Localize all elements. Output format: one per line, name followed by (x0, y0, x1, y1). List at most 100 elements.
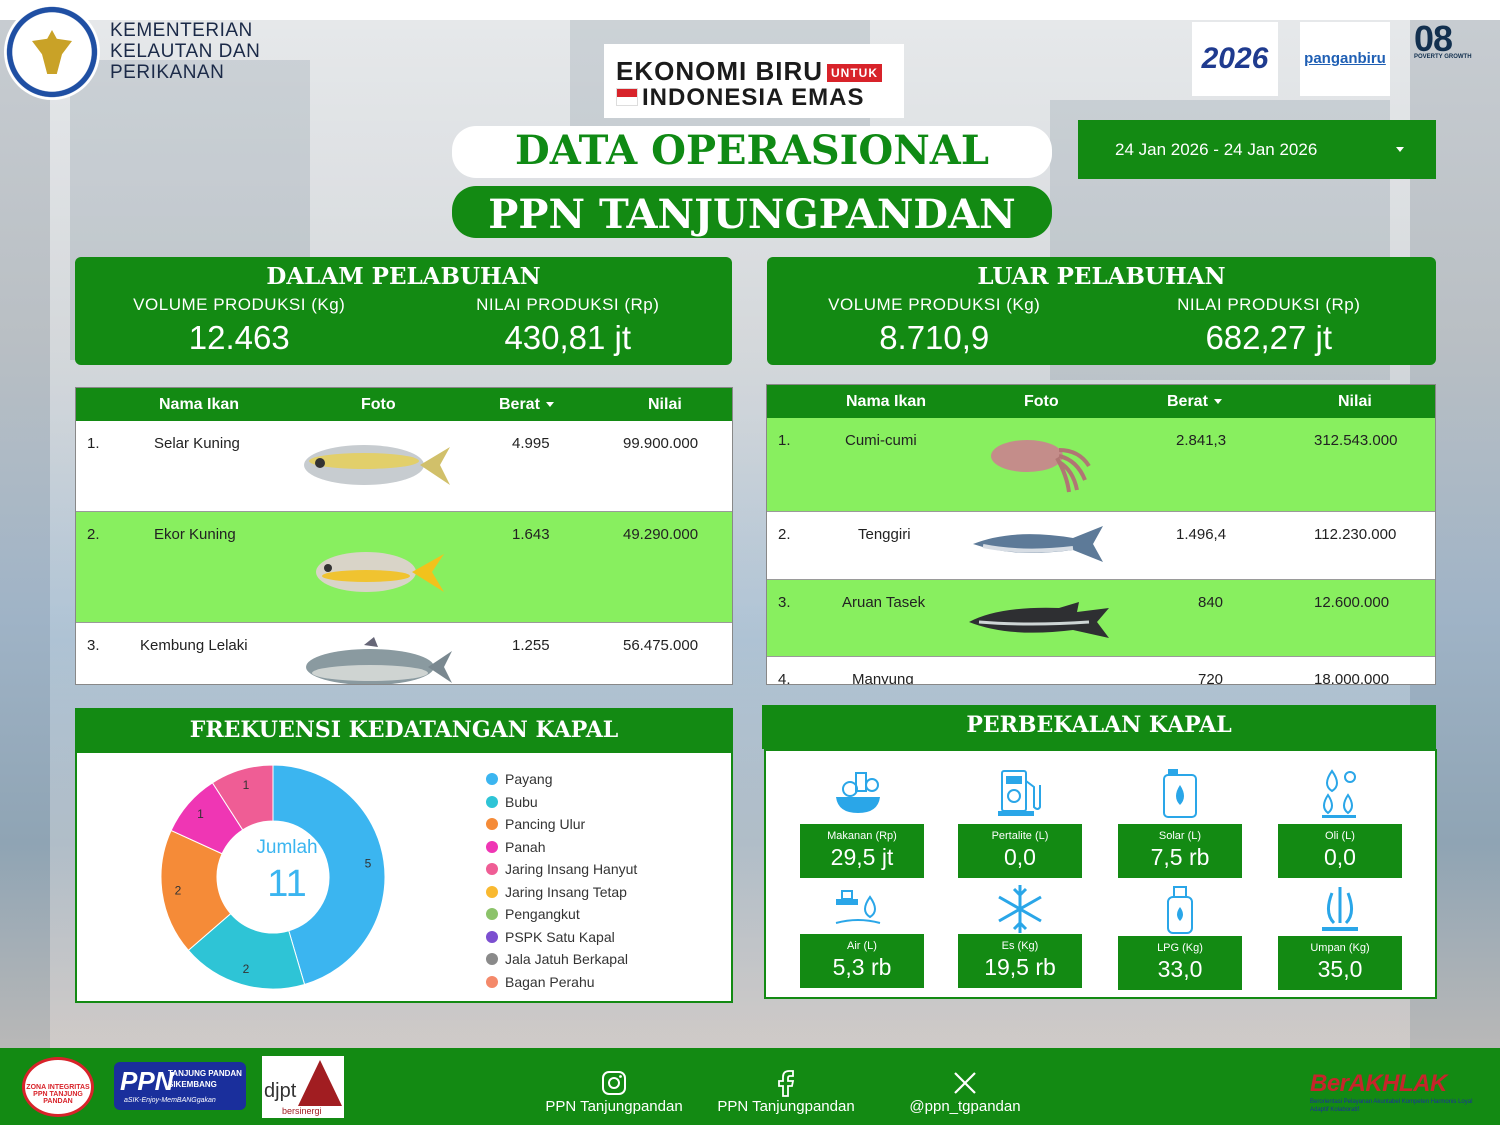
legend-swatch (486, 795, 498, 808)
legend-item[interactable]: Jala Jatuh Berkapal (486, 948, 637, 971)
perbekalan-card-es: Es (Kg) 19,5 rb (958, 934, 1082, 988)
ministry-name: KEMENTERIAN KELAUTAN DAN PERIKANAN (110, 20, 261, 83)
legend-item[interactable]: Jaring Insang Tetap (486, 881, 637, 904)
perbekalan-card-makanan: Makanan (Rp) 29,5 jt (800, 824, 924, 878)
table-row[interactable]: 3. Aruan Tasek 840 12.600.000 (767, 580, 1435, 657)
zona-integritas-logo: ZONA INTEGRITAS PPN TANJUNG PANDAN (22, 1057, 94, 1117)
perbekalan-card-oli: Oli (L) 0,0 (1278, 824, 1402, 878)
facebook-link[interactable]: PPN Tanjungpandan (704, 1068, 868, 1115)
legend-swatch (486, 840, 498, 853)
col-nama[interactable]: Nama Ikan (846, 393, 927, 410)
footer-bar: ZONA INTEGRITAS PPN TANJUNG PANDAN PPN TA… (0, 1048, 1500, 1125)
jerrycan-icon (1163, 769, 1197, 818)
legend-item[interactable]: PSPK Satu Kapal (486, 926, 637, 949)
page-subtitle: PPN TANJUNGPANDAN (452, 186, 1052, 238)
pangan-biru-logo: panganbiru (1300, 22, 1390, 96)
table-row[interactable]: 1. Cumi-cumi 2.841,3 312.543.000 (767, 418, 1435, 512)
legend-label: Pengangkut (505, 906, 580, 923)
legend-item[interactable]: Pengangkut (486, 903, 637, 926)
donut-data-label: 2 (175, 884, 182, 898)
legend-label: Panah (505, 838, 546, 855)
donut-center: Jumlah 11 (256, 837, 318, 905)
kpi-volume: VOLUME PRODUKSI (Kg) 8.710,9 (828, 295, 1041, 356)
x-icon (954, 1072, 976, 1094)
water-tap-icon (835, 890, 881, 924)
perbekalan-card-pertalite: Pertalite (L) 0,0 (958, 824, 1082, 878)
kpi-volume: VOLUME PRODUKSI (Kg) 12.463 (133, 295, 346, 356)
legend-item[interactable]: Pancing Ulur (486, 813, 637, 836)
donut-data-label: 1 (243, 778, 250, 792)
fuel-pump-icon (998, 770, 1041, 816)
col-berat[interactable]: Berat (1167, 393, 1222, 411)
o8-logo: 08 POVERTY GROWTH (1414, 18, 1472, 60)
col-nilai[interactable]: Nilai (1338, 393, 1372, 410)
legend-item[interactable]: Bagan Perahu (486, 971, 637, 994)
table-row[interactable]: 2. Tenggiri 1.496,4 112.230.000 (767, 512, 1435, 580)
page-title: DATA OPERASIONAL (452, 126, 1052, 178)
col-foto[interactable]: Foto (1024, 393, 1059, 410)
kpi-nilai: NILAI PRODUKSI (Rp) 682,27 jt (1177, 295, 1361, 356)
ppn-sikembang-logo: PPN TANJUNG PANDAN SIKEMBANG aSIK-Enjoy-M… (114, 1062, 246, 1110)
legend-item[interactable]: Payang (486, 768, 637, 791)
donut-slice-jaring-insang-hanyut[interactable] (211, 764, 274, 831)
table-row[interactable]: 1. Selar Kuning 4.995 99.900.000 (76, 421, 732, 512)
chevron-down-icon (1396, 147, 1404, 152)
legend-swatch (486, 908, 498, 921)
date-range-value: 24 Jan 2026 - 24 Jan 2026 (1115, 140, 1318, 159)
legend-swatch (486, 975, 498, 988)
col-foto[interactable]: Foto (361, 396, 396, 413)
donut-data-label: 2 (243, 962, 250, 976)
gas-cylinder-icon (1167, 886, 1193, 934)
legend-label: Bubu (505, 793, 538, 810)
instagram-link[interactable]: PPN Tanjungpandan (532, 1068, 696, 1115)
donut-data-label: 1 (197, 807, 204, 821)
fish-photo-kembung-lelaki (306, 637, 452, 684)
kpi-nilai: NILAI PRODUKSI (Rp) 430,81 jt (476, 295, 660, 356)
kkp-emblem (4, 4, 100, 100)
table-row[interactable]: 3. Kembung Lelaki 1.255 56.475.000 (76, 623, 732, 684)
col-nilai[interactable]: Nilai (648, 396, 682, 413)
kpi-dalam-pelabuhan: DALAM PELABUHAN VOLUME PRODUKSI (Kg) 12.… (75, 257, 732, 365)
squid-photo-cumi-cumi (991, 440, 1091, 493)
kpi-heading: DALAM PELABUHAN (266, 263, 541, 290)
kpi-heading: LUAR PELABUHAN (977, 263, 1226, 290)
table-row[interactable]: 4. Manyung 720 18.000.000 (778, 671, 1390, 685)
perbekalan-card-solar: Solar (L) 7,5 rb (1118, 824, 1242, 878)
table-row[interactable]: 2. Ekor Kuning 1.643 49.290.000 (76, 512, 732, 623)
frekuensi-heading: FREKUENSI KEDATANGAN KAPAL (75, 708, 733, 753)
legend-item[interactable]: Bubu (486, 791, 637, 814)
donut-data-label: 5 (365, 856, 372, 870)
legend-swatch (486, 818, 498, 831)
table-dalam-pelabuhan: Nama Ikan Foto Berat Nilai 1. Selar Kuni… (75, 387, 733, 685)
legend-swatch (486, 885, 498, 898)
table-header: Nama Ikan Foto Berat Nilai (767, 385, 1435, 418)
sort-desc-icon (1213, 399, 1222, 405)
perbekalan-card-umpan: Umpan (Kg) 35,0 (1278, 936, 1402, 990)
legend-swatch (486, 773, 498, 786)
col-nama[interactable]: Nama Ikan (159, 396, 240, 413)
perbekalan-card-lpg: LPG (Kg) 33,0 (1118, 936, 1242, 990)
legend-label: Payang (505, 771, 553, 788)
frekuensi-panel: 5 2 2 1 1 Jumlah 11 (75, 753, 733, 1003)
fish-photo-selar-kuning (304, 445, 450, 485)
legend-swatch (486, 953, 498, 966)
perbekalan-heading: PERBEKALAN KAPAL (762, 705, 1436, 749)
donut-chart: 5 2 2 1 1 (160, 764, 386, 990)
date-range-select[interactable]: 24 Jan 2026 - 24 Jan 2026 (1078, 120, 1436, 179)
sort-desc-icon (545, 402, 554, 408)
col-berat[interactable]: Berat (499, 396, 554, 414)
food-icon (836, 772, 880, 813)
legend-swatch (486, 930, 498, 943)
donut-slice-payang[interactable] (272, 764, 386, 986)
legend-label: Bagan Perahu (505, 973, 595, 990)
legend-item[interactable]: Panah (486, 836, 637, 859)
legend-label: PSPK Satu Kapal (505, 928, 615, 945)
legend-label: Jala Jatuh Berkapal (505, 951, 628, 968)
kkp-2026-logo: 2026 (1192, 22, 1278, 96)
legend-swatch (486, 863, 498, 876)
facebook-icon (778, 1070, 795, 1097)
legend-label: Pancing Ulur (505, 816, 586, 833)
top-strip (0, 0, 1500, 20)
legend-item[interactable]: Jaring Insang Hanyut (486, 858, 637, 881)
x-link[interactable]: @ppn_tgpandan (890, 1068, 1040, 1115)
